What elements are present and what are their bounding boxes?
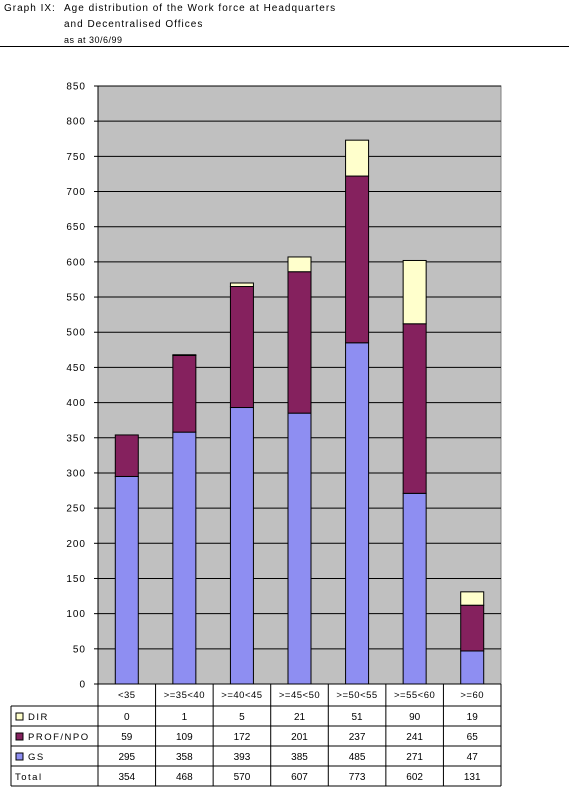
bar-prof-npo xyxy=(402,323,427,494)
chart-title-line-1: Age distribution of the Work force at He… xyxy=(64,3,337,14)
table-cell-value: 241 xyxy=(406,732,423,743)
table-cell-value: 201 xyxy=(291,732,308,743)
y-tick-label: 300 xyxy=(66,468,86,479)
bar-gs xyxy=(172,431,197,685)
graph-label: Graph IX: xyxy=(4,3,56,14)
bar-prof-npo xyxy=(172,354,197,433)
table-cell-value: 172 xyxy=(234,732,251,743)
table-cell-value: 385 xyxy=(291,752,308,763)
bar-prof-npo xyxy=(229,286,254,409)
table-cell-value: 51 xyxy=(352,712,364,723)
y-tick-label: 150 xyxy=(66,574,86,585)
x-tick-label: >=60 xyxy=(460,690,484,701)
bar-prof-npo xyxy=(114,434,139,477)
bar-gs xyxy=(460,650,485,685)
bar-dir xyxy=(402,259,427,325)
table-cell-value: 570 xyxy=(234,772,251,783)
bar-dir xyxy=(460,591,485,606)
x-tick-label: >=50<55 xyxy=(336,690,377,701)
x-tick-label: >=45<50 xyxy=(279,690,320,701)
table-cell-value: 358 xyxy=(176,752,193,763)
x-tick-label: <35 xyxy=(118,690,136,701)
bar-prof-npo xyxy=(460,604,485,652)
y-tick-label: 450 xyxy=(66,363,86,374)
table-row-label: Total xyxy=(15,772,43,783)
y-tick-label: 50 xyxy=(73,644,86,655)
bar-prof-npo xyxy=(345,175,370,344)
table-cell-value: 237 xyxy=(349,732,366,743)
y-tick-label: 800 xyxy=(66,117,86,128)
table-cell-value: 1 xyxy=(182,712,188,723)
bar-gs xyxy=(345,342,370,685)
y-tick-label: 600 xyxy=(66,257,86,268)
y-tick-label: 550 xyxy=(66,293,86,304)
chart-title-line-2: and Decentralised Offices xyxy=(64,19,204,30)
table-cell-value: 602 xyxy=(406,772,423,783)
table-cell-value: 393 xyxy=(234,752,251,763)
bar-prof-npo xyxy=(287,271,312,414)
legend-key-dir xyxy=(15,712,24,721)
table-cell-value: 271 xyxy=(406,752,423,763)
table-cell-value: 21 xyxy=(294,712,306,723)
y-tick-label: 700 xyxy=(66,187,86,198)
table-row-label: DIR xyxy=(28,712,49,723)
bar-gs xyxy=(114,475,139,685)
header-divider xyxy=(0,46,569,47)
y-tick-label: 250 xyxy=(66,504,86,515)
bar-dir xyxy=(229,282,254,288)
table-cell-value: 90 xyxy=(409,712,421,723)
table-cell-value: 19 xyxy=(467,712,479,723)
y-tick-label: 750 xyxy=(66,152,86,163)
y-tick-label: 350 xyxy=(66,433,86,444)
table-cell-value: 59 xyxy=(121,732,133,743)
bar-dir xyxy=(345,139,370,177)
bar-dir xyxy=(287,256,312,273)
table-cell-value: 5 xyxy=(239,712,245,723)
table-cell-value: 47 xyxy=(467,752,479,763)
bar-dir xyxy=(172,354,197,356)
bar-gs xyxy=(287,412,312,685)
y-tick-label: 200 xyxy=(66,539,86,550)
x-tick-label: >=40<45 xyxy=(221,690,262,701)
x-tick-label: >=55<60 xyxy=(394,690,435,701)
table-cell-value: 468 xyxy=(176,772,193,783)
x-tick-label: >=35<40 xyxy=(164,690,205,701)
chart-subtitle: as at 30/6/99 xyxy=(64,35,123,45)
bar-gs xyxy=(402,492,427,685)
table-cell-value: 354 xyxy=(118,772,135,783)
legend-key-gs xyxy=(15,752,24,761)
table-cell-value: 65 xyxy=(467,732,479,743)
table-cell-value: 295 xyxy=(118,752,135,763)
y-tick-label: 500 xyxy=(66,328,86,339)
table-cell-value: 607 xyxy=(291,772,308,783)
y-tick-label: 400 xyxy=(66,398,86,409)
table-cell-value: 0 xyxy=(124,712,130,723)
table-cell-value: 773 xyxy=(349,772,366,783)
legend-key-prof-npo xyxy=(15,732,24,741)
table-cell-value: 131 xyxy=(464,772,481,783)
table-cell-value: 485 xyxy=(349,752,366,763)
table-row-label: PROF/NPO xyxy=(28,732,90,743)
y-tick-label: 850 xyxy=(66,82,86,93)
table-cell-value: 109 xyxy=(176,732,193,743)
y-tick-label: 100 xyxy=(66,609,86,620)
y-tick-label: 650 xyxy=(66,222,86,233)
table-row-label: GS xyxy=(28,752,45,763)
y-tick-label: 0 xyxy=(79,680,86,691)
bar-gs xyxy=(229,407,254,685)
